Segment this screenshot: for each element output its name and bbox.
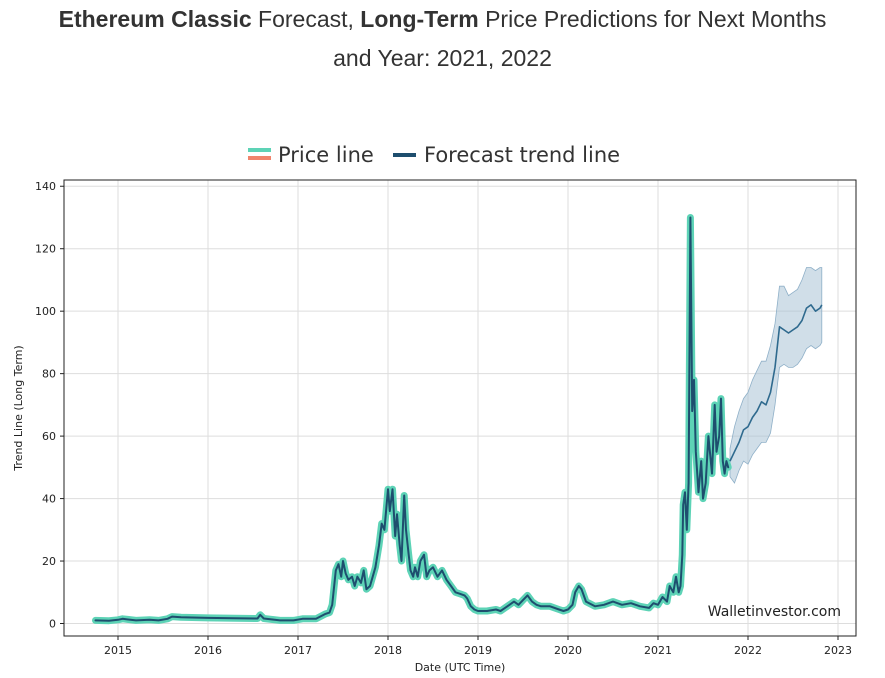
heading-part-1: Forecast, [251, 6, 361, 32]
forecast-trend-line [729, 304, 823, 462]
page-heading: Ethereum Classic Forecast, Long-Term Pri… [0, 0, 885, 78]
plot-frame [63, 179, 857, 637]
x-tick-label: 2016 [194, 644, 222, 657]
price-line-glow [92, 214, 732, 625]
y-axis-label: Trend Line (Long Term) [12, 345, 25, 471]
x-tick-label: 2018 [374, 644, 402, 657]
price-line [94, 216, 730, 622]
legend-label-price-line: Price line [278, 143, 374, 167]
x-axis-label: Date (UTC Time) [415, 661, 506, 674]
y-tick-label: 80 [42, 368, 56, 381]
x-tick-label: 2021 [644, 644, 672, 657]
legend-swatch-price-top [248, 148, 271, 152]
x-tick-label: 2015 [104, 644, 132, 657]
x-tick-label: 2022 [734, 644, 762, 657]
x-tick-label: 2023 [824, 644, 852, 657]
chart-legend: Price line Forecast trend line [248, 143, 620, 167]
axis-ticks: 2015 2016 2017 2018 2019 2020 2021 2022 2023 0 20 4… [35, 180, 852, 657]
legend-label-forecast-line: Forecast trend line [424, 143, 620, 167]
x-tick-label: 2019 [464, 644, 492, 657]
y-tick-label: 140 [35, 180, 56, 193]
y-tick-label: 60 [42, 430, 56, 443]
chart-grid [64, 180, 856, 636]
x-tick-label: 2017 [284, 644, 312, 657]
heading-line-2: and Year: 2021, 2022 [333, 45, 552, 71]
legend-swatch-forecast [393, 153, 416, 157]
forecast-confidence-band [729, 267, 823, 484]
heading-part-2: Price Predictions for Next Months [478, 6, 827, 32]
y-tick-label: 40 [42, 493, 56, 506]
heading-term: Long-Term [360, 6, 479, 32]
price-line-layer [92, 214, 732, 625]
x-tick-label: 2020 [554, 644, 582, 657]
watermark-text: Walletinvestor.com [708, 604, 841, 620]
y-tick-label: 100 [35, 305, 56, 318]
forecast-line-layer [729, 304, 823, 462]
y-tick-label: 20 [42, 555, 56, 568]
heading-coin: Ethereum Classic [58, 6, 252, 32]
heading-line-1: Ethereum Classic Forecast, Long-Term Pri… [0, 0, 885, 39]
forecast-band-layer [729, 267, 823, 484]
y-tick-label: 0 [49, 618, 56, 631]
legend-swatch-price-bottom [248, 156, 271, 160]
y-tick-label: 120 [35, 243, 56, 256]
